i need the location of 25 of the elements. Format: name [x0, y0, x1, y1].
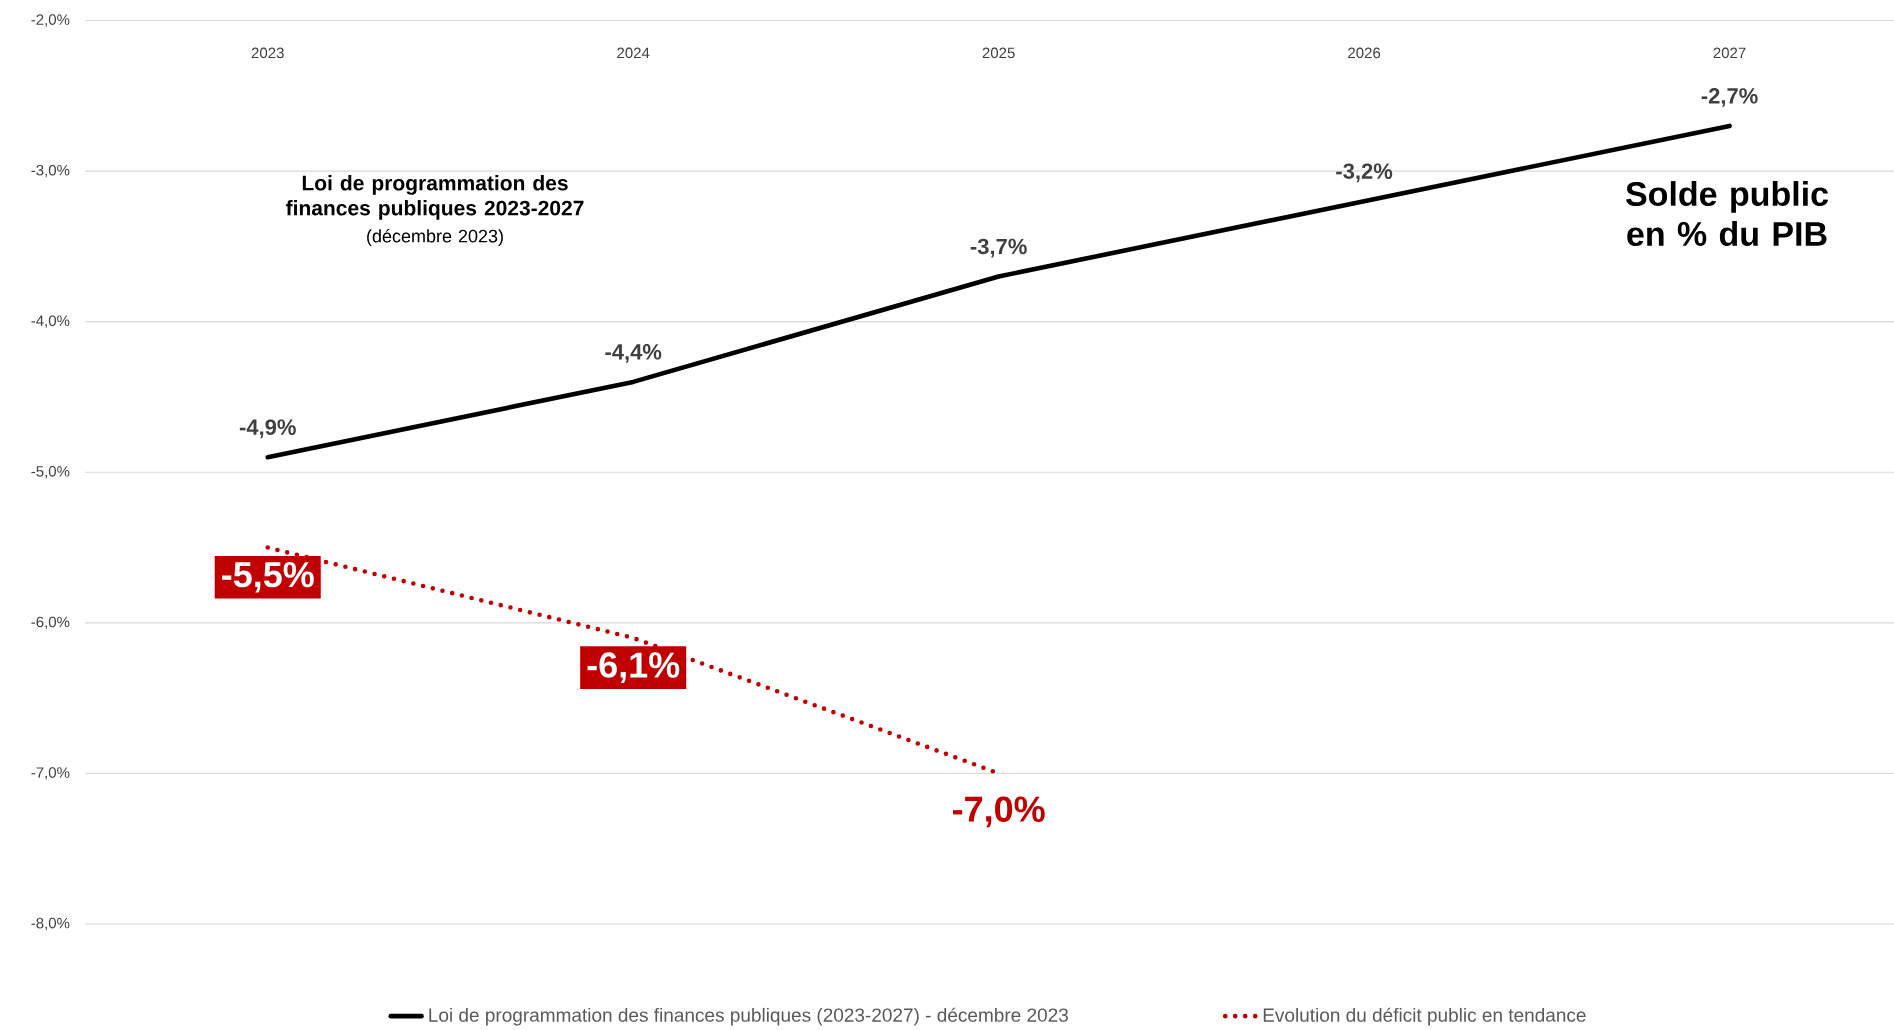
x-tick-label: 2026 [1348, 47, 1381, 59]
legend-label: Evolution du déficit public en tendance [1263, 1007, 1586, 1026]
data-label: -5,5% [222, 561, 314, 593]
data-label: -2,7% [1701, 88, 1758, 107]
y-tick-label: -8,0% [31, 917, 70, 931]
y-tick-label: -6,0% [31, 616, 70, 630]
y-tick-label: -5,0% [31, 466, 70, 479]
text: Solde public en % du PIB [1625, 181, 1829, 247]
y-tick-label: -4,0% [31, 315, 70, 328]
data-label: -7,0% [953, 796, 1045, 828]
y-tick-label: -7,0% [31, 767, 70, 780]
x-tick-label: 2025 [982, 47, 1015, 59]
y-tick-label: -3,0% [31, 164, 70, 178]
y-tick-label: -2,0% [31, 14, 70, 27]
x-tick-label: 2023 [251, 47, 284, 59]
data-label: -3,2% [1336, 163, 1393, 183]
x-tick-label: 2027 [1713, 47, 1746, 59]
annotation: (décembre 2023) [367, 229, 503, 247]
data-label: -4,4% [605, 344, 662, 363]
annotation: Loi de programmation des finances publiques 2023-2027 [285, 175, 584, 220]
legend-label: Loi de programmation des finances publiques (2023-2027) - décembre 2023 [429, 1007, 1068, 1026]
data-label: -4,9% [239, 419, 296, 439]
data-label: -6,1% [587, 652, 680, 684]
data-label: -3,7% [970, 238, 1027, 258]
x-tick-label: 2024 [617, 47, 650, 59]
